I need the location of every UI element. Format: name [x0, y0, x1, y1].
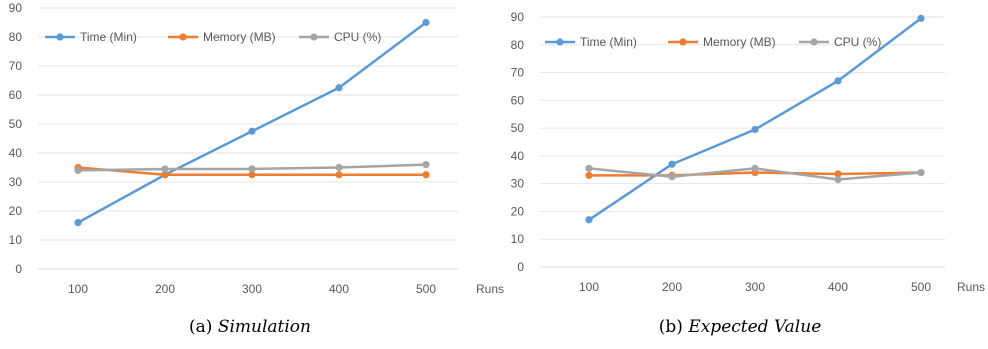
- data-point: [668, 160, 676, 168]
- caption-prefix: (b): [659, 317, 683, 337]
- legend-label: CPU (%): [834, 35, 881, 49]
- data-point: [917, 14, 925, 22]
- legend-label: Memory (MB): [703, 35, 776, 49]
- data-point: [161, 171, 169, 179]
- legend-label: Time (Min): [580, 35, 637, 49]
- y-tick-label: 0: [517, 260, 524, 274]
- y-tick-label: 80: [511, 38, 525, 52]
- y-tick-label: 40: [511, 149, 525, 163]
- y-tick-label: 10: [9, 233, 23, 247]
- data-point: [248, 127, 256, 135]
- y-tick-label: 60: [511, 93, 525, 107]
- legend: Time (Min) Memory (MB) CPU (%): [545, 35, 881, 49]
- data-point: [834, 77, 842, 85]
- data-point: [422, 161, 430, 169]
- x-tick-label: 300: [242, 282, 262, 296]
- legend-swatch-marker: [810, 38, 818, 46]
- data-point: [585, 216, 593, 224]
- series-line-1: [77, 21, 427, 224]
- legend-swatch-marker: [179, 33, 187, 41]
- legend-swatch-marker: [679, 38, 687, 46]
- x-axis-label: Runs: [476, 282, 504, 296]
- data-point: [834, 170, 842, 178]
- figure-caption: (a) Simulation: [189, 317, 311, 337]
- data-point: [335, 84, 343, 92]
- y-tick-label: 40: [9, 146, 23, 160]
- caption-title: Simulation: [218, 317, 311, 337]
- data-point: [585, 171, 593, 179]
- y-tick-label: 50: [511, 121, 525, 135]
- y-tick-label: 60: [9, 88, 23, 102]
- y-tick-label: 90: [9, 1, 23, 15]
- y-tick-label: 20: [511, 204, 525, 218]
- x-axis-label: Runs: [957, 280, 985, 294]
- legend-label: CPU (%): [334, 30, 381, 44]
- legend-swatch-marker: [310, 33, 318, 41]
- y-tick-label: 0: [15, 262, 22, 276]
- y-tick-label: 30: [9, 175, 23, 189]
- data-point: [248, 165, 256, 173]
- x-tick-label: 200: [155, 282, 175, 296]
- legend-label: Memory (MB): [203, 30, 276, 44]
- data-point: [917, 168, 925, 177]
- x-tick-label: 500: [416, 282, 436, 296]
- caption-prefix: (a): [189, 317, 212, 337]
- y-tick-label: 10: [511, 232, 525, 246]
- y-tick-label: 20: [9, 204, 23, 218]
- legend-label: Time (Min): [80, 30, 137, 44]
- x-tick-label: 200: [662, 280, 682, 294]
- x-tick-label: 400: [329, 282, 349, 296]
- x-tick-label: 300: [745, 280, 765, 294]
- chart-a: 0 10 20 30 40 50 60 70 80 90 100 200 300 400 500 Runs Ti…: [9, 1, 504, 337]
- data-point: [751, 164, 759, 172]
- caption-title: Expected Value: [687, 317, 821, 337]
- data-point: [751, 125, 759, 134]
- legend: Time (Min) Memory (MB) CPU (%): [45, 30, 381, 44]
- y-tick-label: 70: [9, 59, 23, 73]
- y-tick-label: 50: [9, 117, 23, 131]
- data-point: [585, 164, 593, 172]
- x-tick-label: 500: [911, 280, 931, 294]
- y-tick-label: 30: [511, 177, 525, 191]
- data-point: [422, 171, 430, 179]
- data-point: [161, 165, 169, 173]
- legend-swatch-marker: [556, 38, 564, 46]
- data-point: [74, 166, 82, 174]
- data-point: [335, 163, 343, 172]
- data-point: [422, 18, 430, 27]
- x-tick-label: 100: [579, 280, 599, 294]
- data-point: [74, 219, 82, 227]
- data-point: [834, 175, 842, 184]
- data-point: [248, 171, 256, 179]
- figure-caption: (b) Expected Value: [659, 317, 822, 337]
- x-tick-label: 100: [68, 282, 88, 296]
- data-point: [335, 171, 343, 179]
- data-point: [668, 173, 676, 181]
- legend-swatch-marker: [56, 33, 64, 41]
- x-tick-label: 400: [828, 280, 848, 294]
- y-tick-label: 80: [9, 30, 23, 44]
- y-tick-label: 70: [511, 66, 525, 80]
- chart-b: 0 10 20 30 40 50 60 70 80 90 100 200 300 400 500 Runs Ti…: [511, 10, 985, 337]
- y-tick-label: 90: [511, 10, 525, 24]
